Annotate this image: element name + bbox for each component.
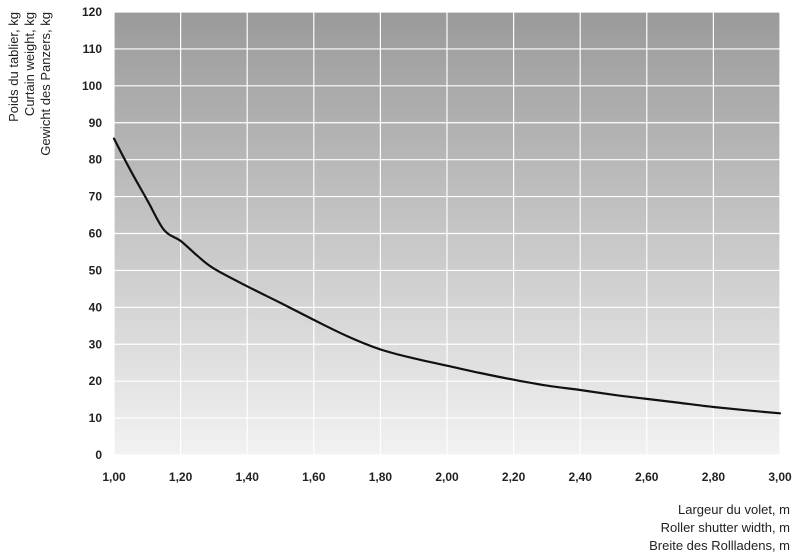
x-tick-label: 1,20	[169, 470, 193, 484]
y-tick-label: 60	[89, 227, 103, 241]
y-tick-label: 120	[82, 5, 102, 19]
x-tick-label: 2,80	[702, 470, 726, 484]
x-tick-label: 2,60	[635, 470, 659, 484]
x-tick-labels: 1,00 1,20 1,40 1,60 1,80 2,00 2,20 2,40 2,60 2,80…	[102, 470, 792, 484]
y-tick-label: 110	[83, 42, 103, 56]
y-tick-label: 90	[89, 116, 103, 130]
x-axis-title-line-3: Breite des Rollladens, m	[649, 538, 790, 553]
y-axis-title-line-3: Gewicht des Panzers, kg	[38, 12, 53, 156]
y-tick-label: 80	[89, 153, 103, 167]
x-axis-title: Largeur du volet, m Roller shutter width…	[649, 502, 790, 553]
y-axis-title: Poids du tablier, kg Curtain weight, kg …	[6, 12, 53, 156]
x-tick-label: 2,40	[569, 470, 593, 484]
x-axis-title-line-2: Roller shutter width, m	[661, 520, 790, 535]
y-tick-label: 50	[89, 263, 103, 277]
y-tick-labels: 0 10 20 30 40 50 60 70 80 90 100 110 120	[82, 5, 102, 462]
y-tick-label: 10	[89, 411, 103, 425]
y-axis-title-line-2: Curtain weight, kg	[22, 12, 37, 116]
x-tick-label: 2,20	[502, 470, 526, 484]
x-tick-label: 3,00	[768, 470, 792, 484]
y-axis-title-line-1: Poids du tablier, kg	[6, 12, 21, 122]
y-tick-label: 100	[82, 79, 102, 93]
y-tick-label: 40	[89, 300, 103, 314]
x-axis-title-line-1: Largeur du volet, m	[678, 502, 790, 517]
y-tick-label: 30	[89, 337, 103, 351]
x-tick-label: 1,60	[302, 470, 326, 484]
series-line-curtain-weight	[112, 137, 782, 415]
x-tick-label: 1,40	[236, 470, 260, 484]
x-tick-label: 1,80	[369, 470, 393, 484]
y-tick-label: 70	[89, 190, 103, 204]
x-tick-label: 2,00	[435, 470, 459, 484]
x-tick-label: 1,00	[102, 470, 126, 484]
y-tick-label: 0	[95, 448, 102, 462]
grid-lines	[113, 11, 781, 456]
y-tick-label: 20	[89, 374, 103, 388]
